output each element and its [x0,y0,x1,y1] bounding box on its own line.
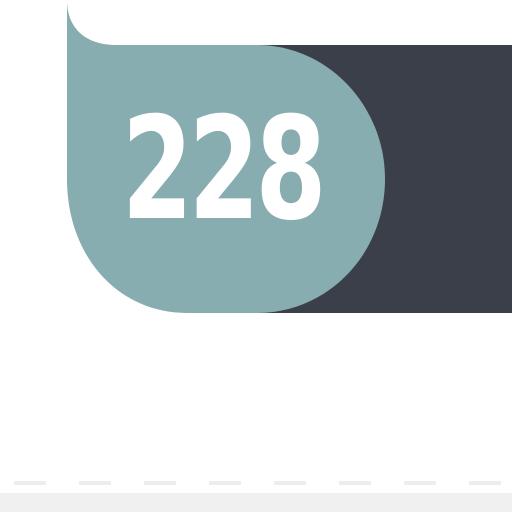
bottom-bar [0,493,512,512]
dashed-divider [14,481,512,485]
badge-number: 228 [121,87,327,252]
teal-leaf-shape [67,0,385,313]
